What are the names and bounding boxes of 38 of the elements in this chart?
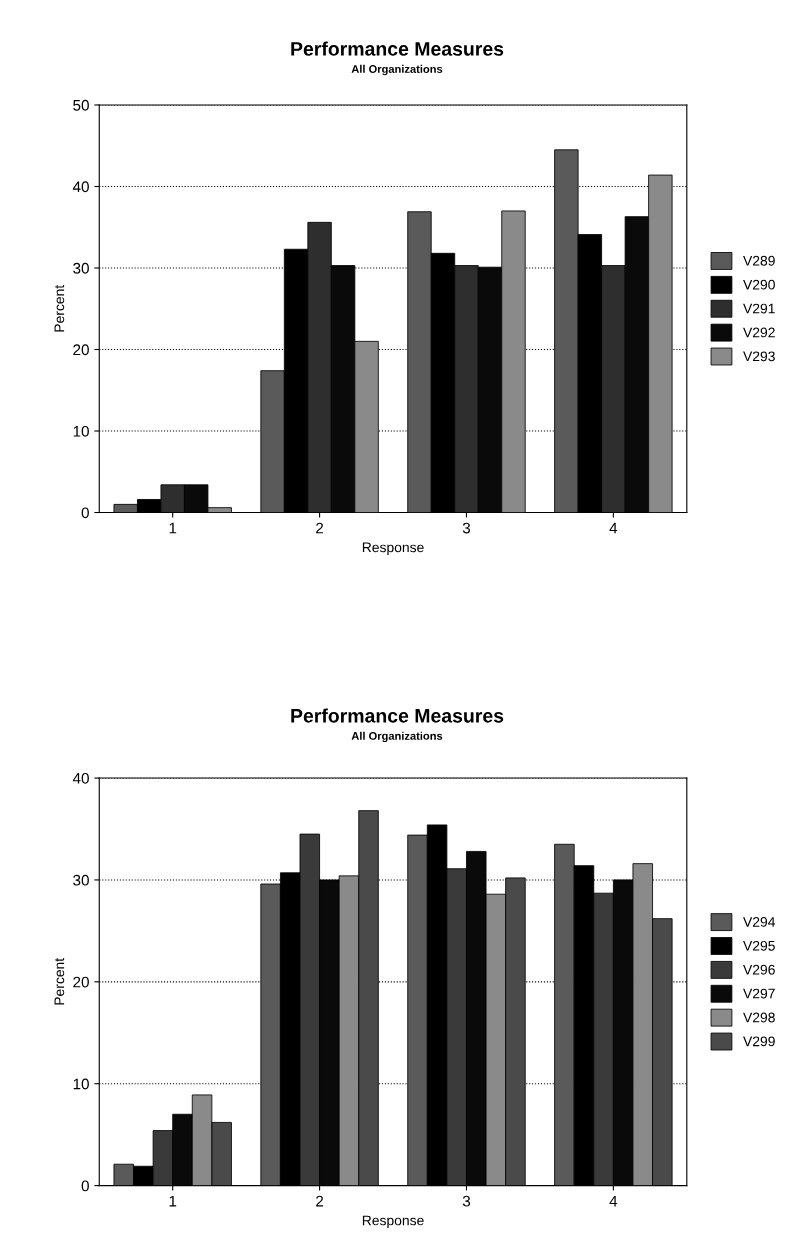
chart-subtitle: All Organizations [351,64,443,76]
legend-label: V289 [743,255,775,266]
y-axis-title: Percent [54,284,65,332]
y-tick-label: 30 [73,874,89,886]
x-tick-label: 3 [462,1195,471,1207]
x-tick-label: 2 [316,522,324,534]
x-tick-label: 4 [609,1195,618,1207]
y-tick-label: 40 [72,772,89,784]
y-tick-label: 10 [73,425,89,437]
chart-subtitle: All Organizations [351,731,443,743]
legend-label: V290 [743,279,775,290]
y-tick-label: 20 [73,976,89,988]
legend-label: V295 [743,940,775,951]
legend-label: V291 [743,303,775,314]
x-tick-label: 3 [462,522,471,534]
chart-title: Performance Measures [291,41,504,56]
y-axis-title: Percent [54,957,65,1005]
legend-label: V292 [743,327,775,338]
y-tick-label: 30 [73,262,89,274]
legend-label: V294 [743,916,776,927]
y-tick-label: 20 [73,344,89,356]
x-tick-label: 2 [316,1195,324,1207]
legend-label: V293 [743,351,775,362]
y-tick-label: 40 [72,181,89,193]
y-tick-label: 10 [73,1078,89,1090]
legend-label: V297 [743,988,775,999]
x-axis-title: Response [362,1215,424,1229]
x-tick-label: 4 [609,522,618,534]
x-axis-title: Response [362,542,424,555]
legend-label: V299 [743,1036,775,1047]
legend-label: V296 [743,964,775,975]
y-tick-label: 50 [73,99,89,111]
y-tick-label: 0 [81,507,89,519]
chart-title: Performance Measures [291,708,504,723]
x-tick-label: 1 [169,1195,177,1207]
x-tick-label: 1 [169,522,177,534]
legend-label: V298 [743,1012,775,1023]
y-tick-label: 0 [81,1180,89,1192]
